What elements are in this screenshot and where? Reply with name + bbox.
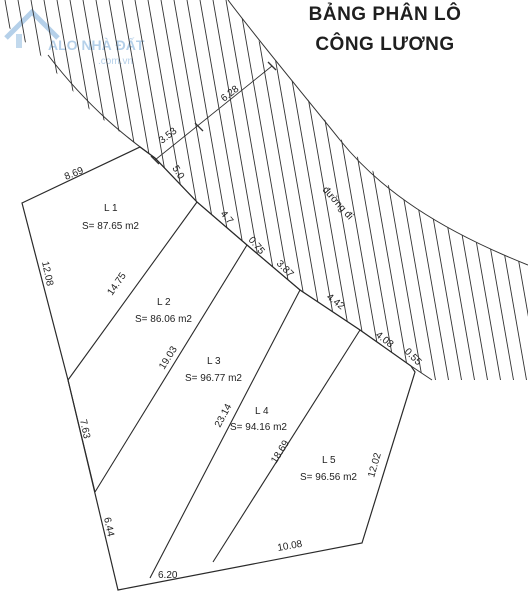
lot-divider bbox=[67, 379, 96, 493]
hatch-line bbox=[225, 0, 297, 380]
watermark-brand: ALO NHÀ ĐẤT bbox=[48, 37, 145, 53]
dim-top-left: 8.69 bbox=[63, 165, 86, 183]
hatch-line bbox=[0, 0, 24, 380]
hatch-line bbox=[121, 0, 193, 380]
road-hatch bbox=[0, 0, 528, 380]
hatch-line bbox=[82, 0, 154, 380]
road-offset-line bbox=[154, 65, 273, 161]
hatch-line bbox=[459, 0, 528, 380]
hatch-line bbox=[160, 0, 232, 380]
hatch-line bbox=[290, 0, 362, 380]
hatch-line bbox=[446, 0, 518, 380]
hatch-line bbox=[251, 0, 323, 380]
lot-divider bbox=[212, 329, 361, 563]
lot-1-area: S= 87.65 m2 bbox=[82, 221, 139, 232]
hatch-line bbox=[69, 0, 141, 380]
lot-divider bbox=[94, 244, 248, 493]
dim-frontage-6: 0.55 bbox=[402, 346, 424, 368]
hatch-line bbox=[0, 0, 37, 380]
lot-4-area: S= 94.16 m2 bbox=[230, 422, 287, 433]
hatch-line bbox=[511, 0, 528, 380]
hatch-line bbox=[394, 0, 466, 380]
dim-divider-1: 14.75 bbox=[105, 271, 129, 298]
lot-divider bbox=[149, 289, 301, 579]
hatch-line bbox=[4, 0, 76, 380]
dim-right: 12.02 bbox=[366, 451, 384, 479]
lot-divider bbox=[67, 201, 198, 381]
lot-3-name: L 3 bbox=[207, 356, 221, 367]
tick-mark bbox=[194, 122, 204, 132]
lot-4-name: L 4 bbox=[255, 406, 269, 417]
hatch-line bbox=[0, 0, 50, 380]
hatch-line bbox=[30, 0, 102, 380]
dim-left-1: 12.08 bbox=[39, 260, 55, 287]
hatch-line bbox=[173, 0, 245, 380]
hatch-line bbox=[0, 0, 11, 380]
page-title-line2: CÔNG LƯƠNG bbox=[315, 34, 455, 55]
lot-2-area: S= 86.06 m2 bbox=[135, 314, 192, 325]
lot-5-area: S= 96.56 m2 bbox=[300, 472, 357, 483]
tick-mark bbox=[150, 155, 160, 165]
road-upper-edge bbox=[227, 0, 528, 266]
dim-frontage-3: 3.87 bbox=[274, 258, 296, 280]
tick-mark bbox=[267, 61, 277, 71]
dim-bottom-1: 6.20 bbox=[158, 570, 178, 581]
dim-left-3: 6.44 bbox=[101, 516, 116, 538]
lot-5-name: L 5 bbox=[322, 455, 336, 466]
road-lower-edge bbox=[47, 54, 433, 381]
hatch-line bbox=[420, 0, 492, 380]
page-title-line1: BẢNG PHÂN LÔ bbox=[308, 4, 462, 25]
lot-3-area: S= 96.77 m2 bbox=[185, 373, 242, 384]
watermark-domain: .com.vn bbox=[98, 56, 134, 67]
hatch-line bbox=[498, 0, 528, 380]
hatch-line bbox=[199, 0, 271, 380]
hatch-line bbox=[56, 0, 128, 380]
hatch-line bbox=[95, 0, 167, 380]
hatch-line bbox=[212, 0, 284, 380]
dim-road-offset-c: 5.0 bbox=[169, 164, 186, 182]
hatch-line bbox=[43, 0, 115, 380]
hatch-line bbox=[433, 0, 505, 380]
dim-divider-2: 19.03 bbox=[157, 344, 180, 371]
dim-frontage-4: 4.42 bbox=[324, 292, 346, 313]
dim-left-2: 7.63 bbox=[77, 418, 92, 440]
hatch-line bbox=[0, 0, 63, 380]
hatch-line bbox=[485, 0, 528, 380]
lot-2-name: L 2 bbox=[157, 297, 171, 308]
lot-boundary bbox=[21, 146, 416, 591]
hatch-line bbox=[147, 0, 219, 380]
hatch-line bbox=[186, 0, 258, 380]
dim-bottom-2: 10.08 bbox=[277, 539, 304, 554]
dim-frontage-1: 4.7 bbox=[218, 209, 236, 227]
hatch-line bbox=[108, 0, 180, 380]
lot-1-name: L 1 bbox=[104, 203, 118, 214]
hatch-line bbox=[407, 0, 479, 380]
